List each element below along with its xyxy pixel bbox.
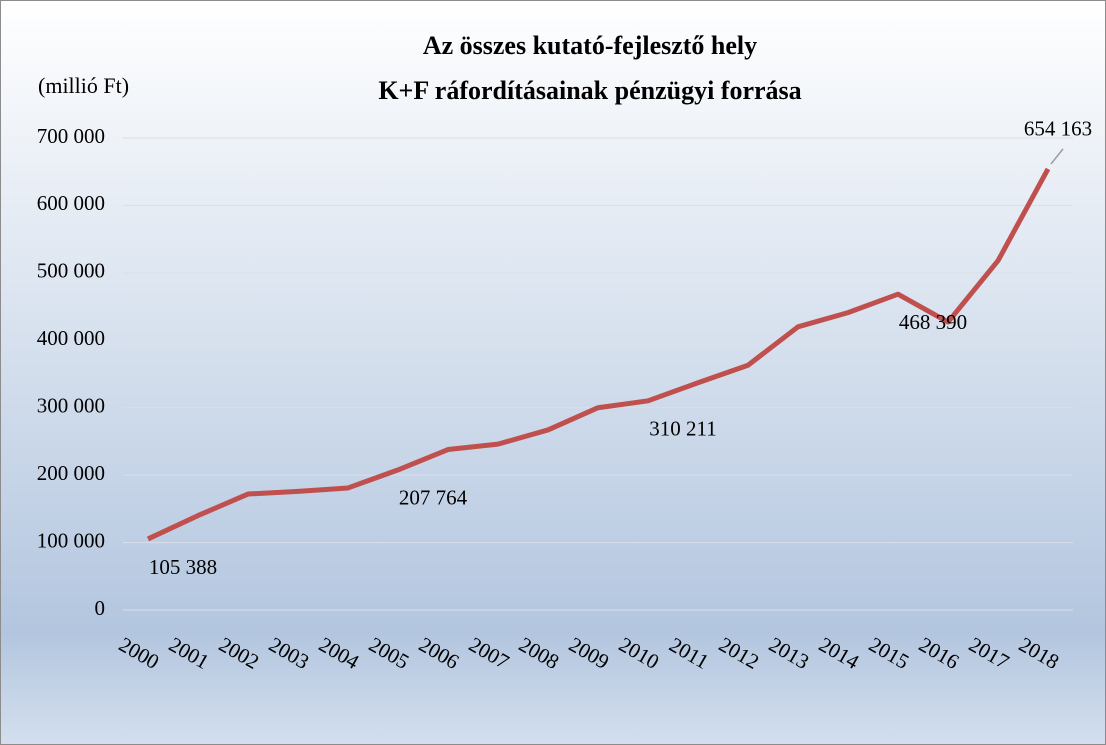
y-tick-label: 600 000 <box>37 191 105 215</box>
data-label: 654 163 <box>1024 117 1092 141</box>
y-tick-label: 700 000 <box>37 124 105 148</box>
data-label: 468 390 <box>899 310 967 334</box>
y-tick-label: 0 <box>95 596 106 620</box>
y-tick-label: 100 000 <box>37 528 105 552</box>
chart-subtitle: K+F ráfordításainak pénzügyi forrása <box>378 76 801 105</box>
y-axis-label: (millió Ft) <box>38 73 129 98</box>
y-tick-label: 200 000 <box>37 461 105 485</box>
y-tick-label: 500 000 <box>37 259 105 283</box>
chart-title: Az összes kutató-fejlesztő hely <box>423 31 757 60</box>
y-tick-label: 300 000 <box>37 394 105 418</box>
data-label: 105 388 <box>149 555 217 579</box>
leader-line <box>1050 148 1064 165</box>
data-label: 310 211 <box>649 417 716 441</box>
data-label: 207 764 <box>399 486 468 510</box>
y-tick-label: 400 000 <box>37 326 105 350</box>
line <box>146 167 1051 542</box>
